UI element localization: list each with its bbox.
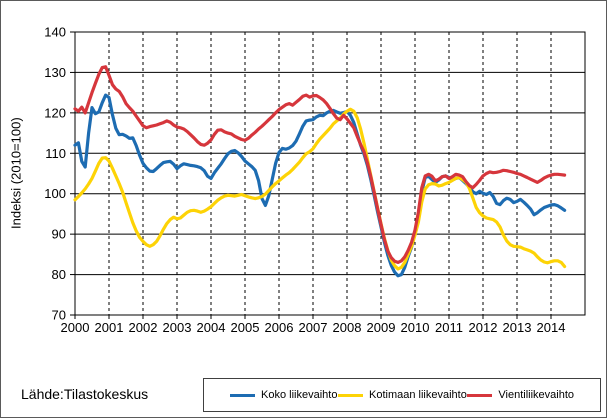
x-tick-label: 2010 bbox=[401, 320, 430, 335]
x-tick-label: 2001 bbox=[95, 320, 124, 335]
y-gridlines: 70 80 90 100 110 120 130 140 bbox=[44, 25, 585, 323]
x-tick-label: 2012 bbox=[469, 320, 498, 335]
x-tick-label: 2009 bbox=[367, 320, 396, 335]
x-tick-label: 2005 bbox=[231, 320, 260, 335]
x-tick-label: 2013 bbox=[503, 320, 532, 335]
legend-item-vientiliikevaihto: Vientiliikevaihto bbox=[467, 389, 574, 401]
legend-item-koko-liikevaihto: Koko liikevaihto bbox=[230, 389, 337, 401]
legend-box: Koko liikevaihto Kotimaan liikevaihto Vi… bbox=[203, 378, 601, 412]
x-tick-label: 2000 bbox=[61, 320, 90, 335]
x-gridlines: 2000 2001 2002 2003 2004 2005 2006 2007 2008 2009… bbox=[61, 32, 566, 335]
y-tick-label: 90 bbox=[52, 227, 66, 242]
y-tick-label: 70 bbox=[52, 308, 66, 323]
y-tick-label: 110 bbox=[45, 146, 66, 161]
series-line-kotimaan-liikevaihto bbox=[73, 107, 567, 271]
legend-key-line-red bbox=[467, 393, 493, 397]
y-tick-label: 80 bbox=[52, 267, 66, 282]
plot-area bbox=[74, 31, 586, 316]
legend-label: Koko liikevaihto bbox=[261, 389, 338, 401]
series-line-koko-liikevaihto bbox=[73, 93, 567, 278]
legend-label: Vientiliikevaihto bbox=[498, 389, 574, 401]
y-axis-title: Indeksi (2010=100) bbox=[8, 117, 24, 230]
y-tick-label: 130 bbox=[44, 65, 66, 80]
legend-key-line-yellow bbox=[337, 393, 363, 397]
x-tick-label: 2008 bbox=[333, 320, 362, 335]
y-tick-label: 140 bbox=[44, 25, 66, 40]
x-tick-label: 2011 bbox=[435, 320, 463, 335]
x-tick-label: 2002 bbox=[129, 320, 158, 335]
legend-label: Kotimaan liikevaihto bbox=[368, 389, 467, 401]
y-tick-label: 100 bbox=[44, 186, 66, 201]
series-line-vientiliikevaihto bbox=[73, 65, 567, 264]
x-tick-label: 2006 bbox=[265, 320, 294, 335]
x-tick-label: 2004 bbox=[197, 320, 226, 335]
x-tick-label: 2014 bbox=[537, 320, 566, 335]
y-tick-label: 120 bbox=[44, 105, 66, 120]
legend-key-line-blue bbox=[230, 393, 255, 397]
legend-item-kotimaan-liikevaihto: Kotimaan liikevaihto bbox=[337, 389, 467, 401]
x-tick-label: 2007 bbox=[299, 320, 328, 335]
source-text: Lähde:Tilastokeskus bbox=[21, 386, 149, 402]
x-tick-label: 2003 bbox=[163, 320, 192, 335]
